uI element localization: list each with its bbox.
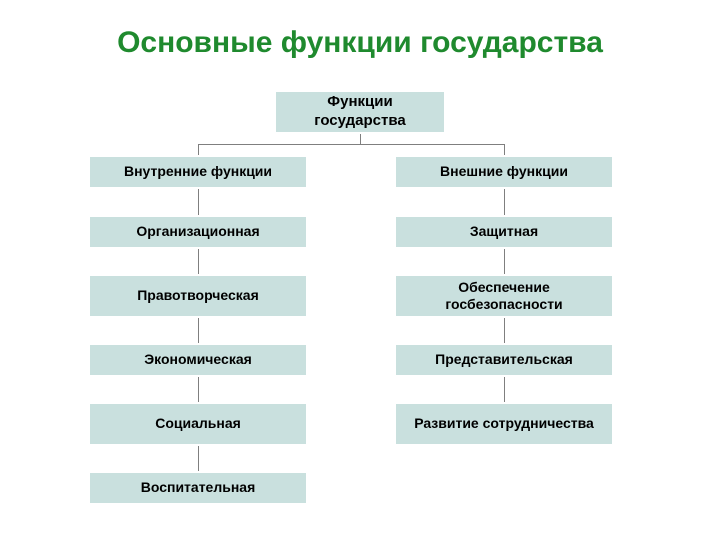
- node-label: Правотворческая: [137, 287, 259, 305]
- connector: [198, 249, 199, 274]
- node-label: Социальная: [155, 415, 241, 433]
- internal-item: Правотворческая: [88, 274, 308, 318]
- root-label: Функции государства: [280, 93, 440, 131]
- root-node: Функции государства: [274, 90, 446, 134]
- external-item: Обеспечение госбезопасности: [394, 274, 614, 318]
- external-item: Представительская: [394, 343, 614, 377]
- node-label: Организационная: [136, 223, 259, 241]
- external-functions-header: Внешние функции: [394, 155, 614, 189]
- connector: [198, 144, 199, 155]
- internal-item: Экономическая: [88, 343, 308, 377]
- connector: [198, 189, 199, 215]
- connector: [198, 144, 505, 145]
- external-item: Защитная: [394, 215, 614, 249]
- node-label: Обеспечение госбезопасности: [400, 279, 608, 314]
- node-label: Воспитательная: [141, 479, 256, 497]
- internal-item: Социальная: [88, 402, 308, 446]
- connector: [504, 377, 505, 402]
- internal-functions-header: Внутренние функции: [88, 155, 308, 189]
- external-item: Развитие сотрудничества: [394, 402, 614, 446]
- connector: [198, 446, 199, 471]
- node-label: Экономическая: [144, 351, 252, 369]
- connector: [198, 318, 199, 343]
- page-title: Основные функции государства: [0, 26, 720, 60]
- connector: [504, 144, 505, 155]
- connector: [198, 377, 199, 402]
- node-label: Защитная: [470, 223, 538, 241]
- connector: [504, 318, 505, 343]
- node-label: Внутренние функции: [124, 163, 272, 181]
- internal-item: Воспитательная: [88, 471, 308, 505]
- connector: [504, 249, 505, 274]
- internal-item: Организационная: [88, 215, 308, 249]
- connector: [504, 189, 505, 215]
- node-label: Внешние функции: [440, 163, 568, 181]
- node-label: Развитие сотрудничества: [414, 415, 594, 433]
- node-label: Представительская: [435, 351, 573, 369]
